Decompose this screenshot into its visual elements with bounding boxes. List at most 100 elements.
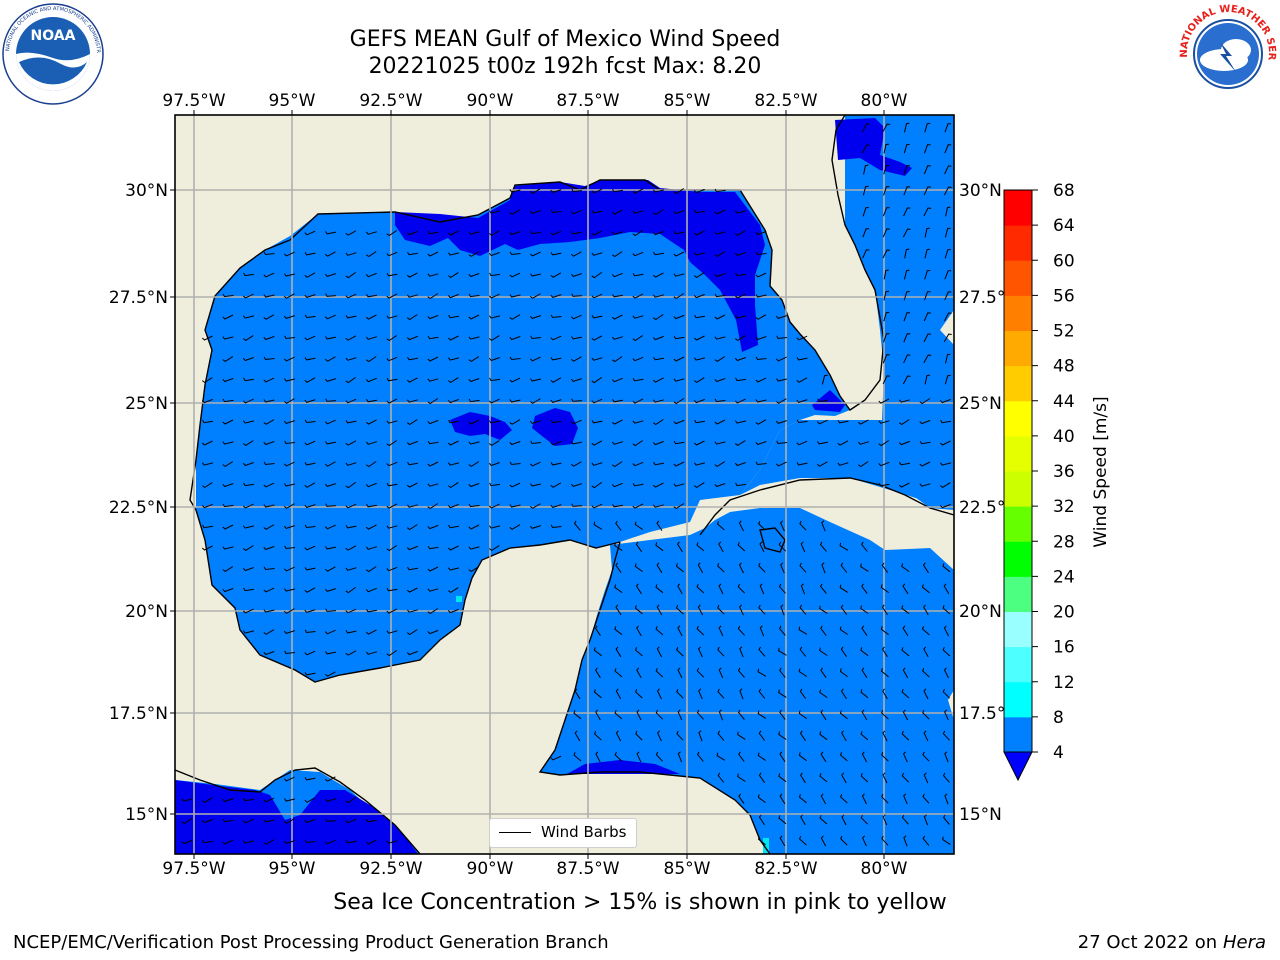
- wind-barb: [735, 377, 747, 382]
- nws-logo: NATIONAL WEATHER SERVICE: [1176, 2, 1278, 104]
- wind-barb: [676, 688, 684, 699]
- colorbar-tick-label: 4: [1053, 743, 1064, 763]
- wind-barb: [919, 398, 931, 405]
- wind-barb: [263, 482, 275, 488]
- wind-barb: [509, 504, 521, 508]
- wind-barb: [714, 188, 726, 193]
- wind-barb: [919, 483, 931, 487]
- wind-barb: [591, 252, 603, 256]
- wind-barb: [861, 709, 868, 721]
- wind-barb: [632, 293, 644, 299]
- wind-barb: [325, 503, 337, 507]
- wind-barb: [222, 524, 234, 530]
- wind-barb: [717, 521, 725, 531]
- wind-barb: [904, 122, 910, 133]
- wind-barb: [529, 420, 541, 424]
- wind-barb: [468, 461, 480, 468]
- wind-barb: [386, 315, 398, 319]
- wind-barb: [591, 188, 603, 194]
- wind-barb: [366, 609, 377, 613]
- wind-barb: [222, 503, 234, 508]
- wind-barb: [366, 461, 377, 468]
- wind-barb: [796, 419, 808, 424]
- wind-barb: [758, 814, 765, 826]
- wind-barb: [615, 562, 622, 573]
- wind-barb: [242, 567, 254, 572]
- wind-barb: [468, 231, 480, 235]
- wind-barb: [263, 377, 275, 383]
- wind-barb: [718, 541, 724, 553]
- lat-label: 27.5°N: [109, 288, 168, 308]
- wind-barb: [758, 688, 766, 699]
- wind-barb: [263, 336, 275, 341]
- wind-barb: [757, 794, 766, 804]
- wind-barb: [304, 314, 316, 319]
- wind-barb: [325, 231, 337, 235]
- wind-barb: [821, 562, 826, 574]
- wind-barb: [656, 520, 663, 531]
- wind-barb: [943, 709, 949, 721]
- wind-barb: [714, 378, 726, 383]
- wind-barb: [550, 399, 562, 403]
- wind-barb: [923, 604, 929, 616]
- wind-barb: [406, 377, 418, 383]
- wind-barb: [263, 314, 275, 320]
- wind-barb: [923, 772, 929, 784]
- wind-barb: [345, 420, 357, 424]
- wind-barb: [447, 567, 460, 571]
- wind-barb: [758, 521, 766, 531]
- wind-barb: [755, 441, 767, 446]
- wind-barb: [509, 294, 521, 298]
- wind-barb: [488, 545, 500, 552]
- wind-barb: [407, 461, 418, 466]
- wind-barb: [615, 604, 622, 616]
- wind-barb: [304, 335, 316, 341]
- wind-barb: [201, 503, 213, 509]
- wind-barb: [860, 689, 869, 699]
- wind-barb: [921, 584, 930, 594]
- wind-barb: [796, 440, 808, 446]
- lon-label: 85°W: [664, 859, 711, 879]
- wind-barb: [181, 798, 193, 802]
- wind-barb: [632, 482, 644, 487]
- wind-barb: [242, 503, 254, 509]
- wind-barb: [636, 625, 642, 637]
- wind-barb: [673, 440, 685, 445]
- wind-barb: [758, 730, 766, 741]
- wind-barb: [922, 626, 930, 636]
- wind-barb: [775, 356, 787, 362]
- wind-barb: [904, 248, 910, 259]
- wind-barb: [202, 482, 213, 489]
- wind-barb: [902, 228, 911, 238]
- wind-barb: [611, 482, 623, 488]
- wind-barb: [448, 377, 459, 384]
- wind-barb: [839, 668, 848, 678]
- wind-barb: [878, 482, 890, 487]
- wind-barb: [345, 796, 356, 804]
- wind-barb: [858, 461, 869, 468]
- wind-barb: [716, 752, 726, 761]
- wind-barb: [734, 398, 746, 404]
- wind-barb: [550, 252, 562, 256]
- wind-barb: [652, 272, 664, 278]
- wind-barb: [386, 461, 398, 467]
- chart-subtitle: 20221025 t00z 192h fcst Max: 8.20: [368, 54, 762, 79]
- wind-barb: [263, 294, 275, 298]
- wind-barb: [903, 165, 910, 175]
- wind-barb: [447, 230, 459, 236]
- wind-barb: [901, 814, 909, 825]
- wind-barb: [283, 818, 295, 824]
- wind-barb: [923, 730, 929, 742]
- wind-barb: [881, 793, 889, 804]
- wind-barb: [263, 797, 275, 803]
- wind-barb: [755, 231, 767, 236]
- wind-barb: [673, 378, 685, 382]
- wind-barb: [509, 231, 521, 236]
- wind-barb: [488, 420, 501, 424]
- wind-barb: [407, 399, 418, 403]
- wind-barb: [550, 294, 562, 298]
- wind-barb: [677, 583, 683, 595]
- wind-barb: [550, 482, 562, 488]
- wind-barb: [386, 587, 398, 592]
